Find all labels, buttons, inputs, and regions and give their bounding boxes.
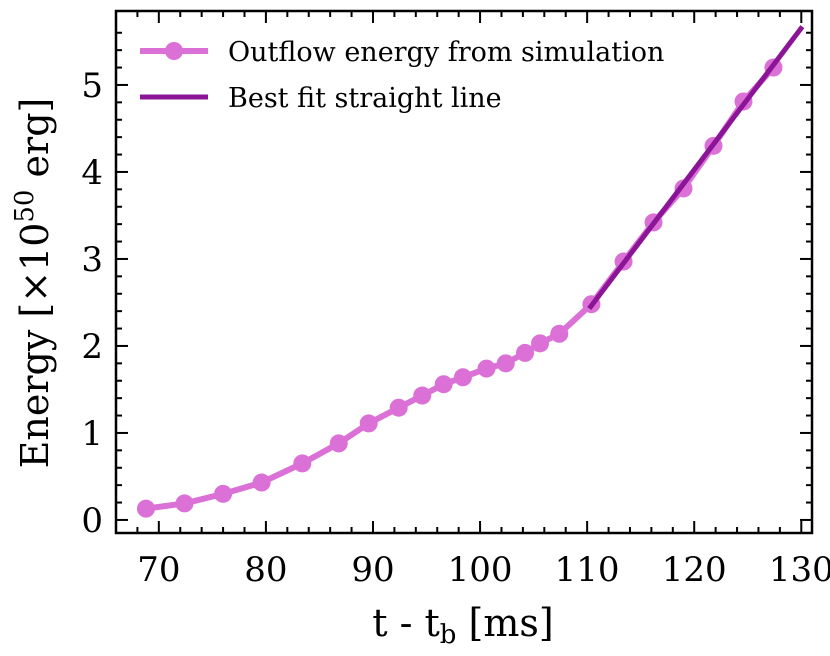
data-point bbox=[329, 434, 348, 453]
x-tick-label: 120 bbox=[662, 550, 727, 590]
y-tick-label: 5 bbox=[81, 66, 103, 106]
data-point bbox=[136, 499, 155, 518]
data-point bbox=[252, 473, 271, 492]
x-tick-label: 80 bbox=[244, 550, 287, 590]
data-point bbox=[214, 484, 233, 503]
data-point bbox=[359, 414, 378, 433]
data-point bbox=[389, 398, 408, 417]
y-tick-label: 4 bbox=[81, 153, 103, 193]
data-point bbox=[175, 494, 194, 513]
x-tick-label: 130 bbox=[769, 550, 830, 590]
best-fit-line bbox=[587, 25, 805, 311]
x-tick-label: 110 bbox=[555, 550, 620, 590]
data-point bbox=[531, 334, 550, 353]
data-point bbox=[496, 354, 515, 373]
data-point bbox=[293, 454, 312, 473]
simulation-series-line bbox=[142, 64, 777, 512]
y-tick-label: 2 bbox=[81, 327, 103, 367]
y-tick-label: 1 bbox=[81, 414, 103, 454]
simulation-points bbox=[136, 58, 783, 518]
legend: Outflow energy from simulation Best fit … bbox=[140, 37, 664, 114]
x-axis-label: t - tb [ms] bbox=[372, 601, 553, 650]
x-tick-label: 90 bbox=[351, 550, 394, 590]
data-point bbox=[550, 324, 569, 343]
series-layer bbox=[136, 25, 805, 518]
legend-simulation-swatch-marker bbox=[165, 42, 183, 60]
data-point bbox=[516, 343, 535, 362]
plot-frame bbox=[114, 9, 814, 535]
tick-labels: 70 80 90 100 110 120 130 0 1 2 3 4 5 bbox=[81, 66, 830, 590]
data-point bbox=[453, 368, 472, 387]
y-tick-label: 0 bbox=[81, 501, 103, 541]
x-tick-label: 100 bbox=[448, 550, 513, 590]
data-point bbox=[434, 375, 453, 394]
y-tick-label: 3 bbox=[81, 240, 103, 280]
legend-fit-label: Best fit straight line bbox=[228, 83, 502, 114]
x-tick-label: 70 bbox=[137, 550, 180, 590]
y-axis-label: Energy [×1050 erg] bbox=[10, 98, 57, 469]
data-point bbox=[413, 386, 432, 405]
legend-simulation-label: Outflow energy from simulation bbox=[228, 37, 664, 68]
data-point bbox=[477, 359, 496, 378]
